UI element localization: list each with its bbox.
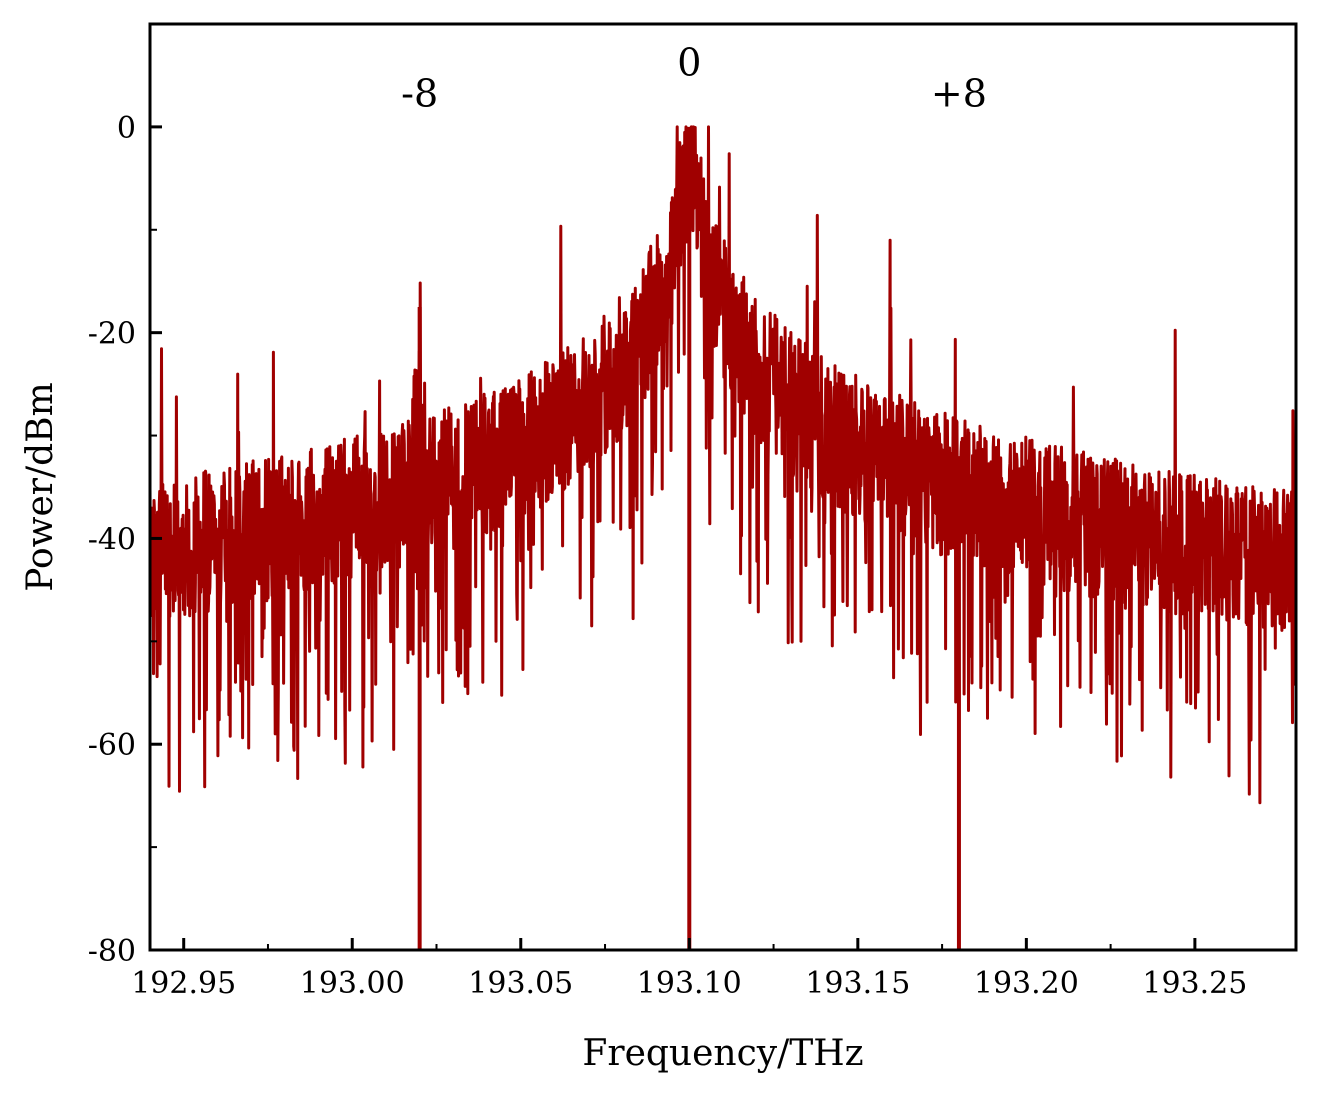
- x-tick-label: 193.00: [300, 966, 405, 1001]
- plot-frame: [148, 22, 1298, 952]
- order-annotations: -8 0 +8: [401, 40, 987, 115]
- spectrum-trace: [148, 125, 1298, 950]
- x-axis-label: Frequency/THz: [582, 1033, 863, 1074]
- y-tick-label: -40: [88, 522, 136, 557]
- axis-ticks: [150, 23, 1197, 952]
- y-tick-label: -80: [88, 934, 136, 969]
- order-label: 0: [677, 40, 701, 84]
- y-axis-label: Power/dBm: [20, 382, 61, 592]
- order-label: +8: [931, 71, 987, 115]
- x-tick-label: 193.15: [805, 966, 910, 1001]
- y-tick-labels: 0 -20 -40 -60 -80: [88, 111, 136, 969]
- y-tick-label: -20: [88, 317, 136, 352]
- x-tick-label: 193.05: [468, 966, 573, 1001]
- x-tick-label: 192.95: [131, 966, 236, 1001]
- x-tick-label: 193.20: [974, 966, 1079, 1001]
- order-label: -8: [401, 71, 438, 115]
- spectrum-line: [148, 125, 1298, 805]
- y-tick-label: -60: [88, 728, 136, 763]
- x-tick-label: 193.25: [1142, 966, 1247, 1001]
- y-tick-label: 0: [117, 111, 136, 146]
- x-tick-labels: 192.95 193.00 193.05 193.10 193.15 193.20 193.…: [131, 966, 1247, 1001]
- x-tick-label: 193.10: [637, 966, 742, 1001]
